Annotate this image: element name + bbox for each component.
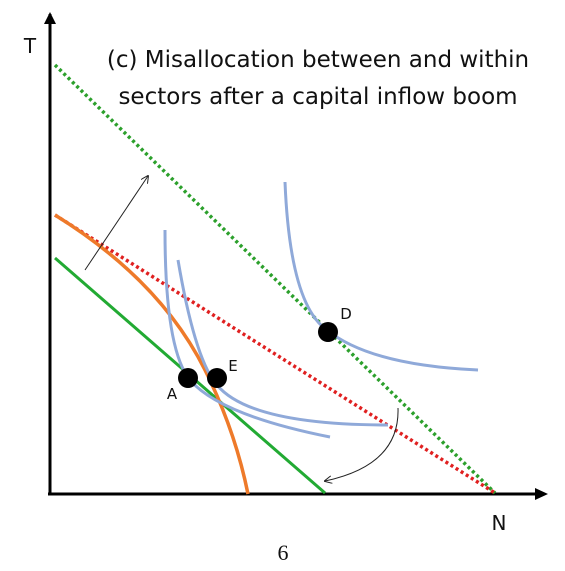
point-e — [207, 368, 227, 388]
title-line: (c) Misallocation between and within — [107, 47, 529, 73]
indifference-curve — [283, 181, 479, 372]
ppf-curve — [54, 213, 250, 495]
title-line: sectors after a capital inflow boom — [118, 84, 517, 110]
x-arrow — [535, 488, 548, 500]
indifference-curve — [176, 259, 389, 427]
y-axis-label: T — [23, 34, 37, 58]
x-axis-label: N — [492, 511, 507, 535]
point-label: A — [167, 385, 178, 403]
point-d — [318, 322, 338, 342]
point-label: D — [340, 305, 352, 323]
y-arrow — [44, 12, 56, 24]
shift-arrow — [84, 176, 148, 271]
page-number: 6 — [278, 540, 289, 565]
red-dotted-line — [54, 213, 496, 495]
green-dotted-line — [53, 63, 497, 495]
point-label: E — [228, 357, 237, 375]
point-a — [178, 368, 198, 388]
curved-arrow — [325, 407, 399, 481]
